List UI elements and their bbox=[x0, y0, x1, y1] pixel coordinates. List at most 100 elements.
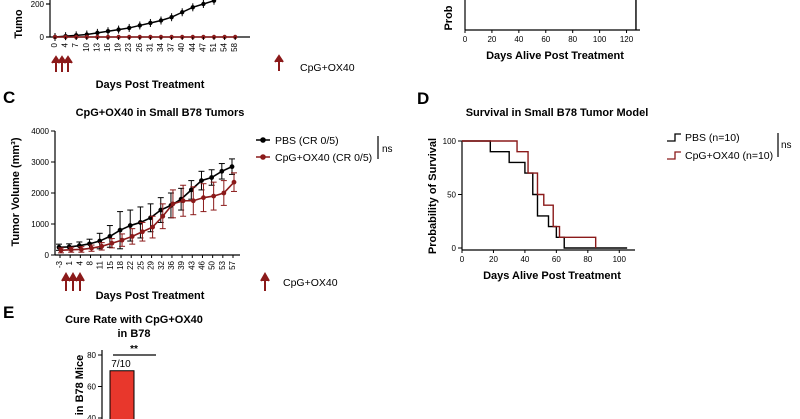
x-tick-label: 4 bbox=[61, 42, 70, 47]
x-tick-label: 4 bbox=[75, 260, 84, 265]
pbs-data-point bbox=[190, 5, 195, 10]
pbs-data-point bbox=[229, 164, 235, 170]
pbs-data-point bbox=[209, 175, 215, 180]
panel-c-plot bbox=[56, 158, 237, 254]
x-tick-label: 36 bbox=[167, 260, 176, 269]
panel-d-yticks: 0 50 100 bbox=[443, 137, 462, 253]
pbs-data-point bbox=[219, 168, 225, 174]
pbs-data-point bbox=[95, 30, 100, 36]
x-tick-label: 11 bbox=[96, 260, 105, 269]
x-tick-label: 0 bbox=[460, 255, 465, 264]
panel-e-yticks: 40 60 80 bbox=[87, 351, 102, 419]
legend-arrow-icon bbox=[260, 271, 270, 291]
panel-c-xlabel: Days Post Treatment bbox=[96, 290, 205, 302]
x-tick-label: 51 bbox=[209, 42, 218, 51]
panel-a-arrow-label: CpG+OX40 bbox=[300, 62, 355, 74]
cpg-data-point bbox=[160, 213, 166, 219]
y-tick-label: 80 bbox=[87, 351, 96, 360]
legend-line-cpg bbox=[667, 151, 681, 160]
treatment-arrow bbox=[63, 55, 73, 72]
panel-a-treatment-arrows bbox=[51, 55, 73, 72]
y-tick-label: 4000 bbox=[31, 127, 49, 136]
panel-c-ns-label: ns bbox=[382, 144, 393, 155]
x-tick-label: 26 bbox=[135, 42, 144, 51]
cpg-data-point bbox=[109, 240, 115, 246]
cpg-survival-curve bbox=[462, 140, 597, 248]
x-tick-label: 39 bbox=[177, 260, 186, 269]
panel-c-title: CpG+OX40 in Small B78 Tumors bbox=[76, 107, 245, 119]
y-tick-label: 60 bbox=[87, 383, 96, 392]
legend-label-pbs: PBS (CR 0/5) bbox=[275, 135, 339, 147]
panel-d-xlabel: Days Alive Post Treatment bbox=[483, 270, 621, 282]
x-tick-label: 60 bbox=[552, 255, 561, 264]
x-tick-label: 18 bbox=[116, 260, 125, 269]
panel-e-significance: ** bbox=[130, 344, 138, 355]
panel-d-letter: D bbox=[417, 89, 429, 108]
x-tick-label: 60 bbox=[541, 35, 550, 44]
cpg-data-point bbox=[170, 201, 176, 207]
panel-e-title-line2: in B78 bbox=[117, 328, 150, 340]
cpg-data-point bbox=[78, 247, 84, 252]
pbs-data-point bbox=[148, 20, 153, 26]
cpg-data-point bbox=[231, 179, 237, 185]
panel-e-bar-label: 7/10 bbox=[111, 359, 131, 370]
panel-e: E Cure Rate with CpG+OX40 in B78 in B78 … bbox=[3, 303, 203, 419]
y-tick-label: 100 bbox=[443, 137, 457, 146]
panel-e-plot bbox=[109, 370, 135, 419]
legend-line-pbs bbox=[667, 133, 681, 142]
panel-d-title: Survival in Small B78 Tumor Model bbox=[466, 107, 649, 119]
x-tick-label: 80 bbox=[583, 255, 592, 264]
x-tick-label: 47 bbox=[198, 42, 207, 51]
x-tick-label: 34 bbox=[156, 42, 165, 51]
x-tick-label: 29 bbox=[147, 260, 156, 269]
x-tick-label: 50 bbox=[208, 260, 217, 269]
legend-label-pbs: PBS (n=10) bbox=[685, 132, 740, 144]
x-tick-label: 16 bbox=[103, 42, 112, 51]
x-tick-label: 80 bbox=[568, 35, 577, 44]
x-tick-label: 20 bbox=[487, 35, 496, 44]
x-tick-label: 1 bbox=[65, 260, 74, 265]
cpg-data-point bbox=[221, 190, 227, 196]
y-tick-label: 0 bbox=[45, 251, 50, 260]
x-tick-label: 0 bbox=[463, 35, 468, 44]
x-tick-label: 0 bbox=[50, 42, 59, 47]
legend-arrow-icon bbox=[274, 54, 284, 71]
y-tick-label: 3000 bbox=[31, 158, 49, 167]
pbs-data-point bbox=[127, 223, 133, 228]
panel-d-legend: PBS (n=10) CpG+OX40 (n=10) ns bbox=[667, 132, 792, 162]
panel-c-treatment-arrows bbox=[61, 271, 85, 291]
panel-c: C CpG+OX40 in Small B78 Tumors Tumor Vol… bbox=[3, 88, 393, 302]
panel-a-xlabel: Days Post Treatment bbox=[96, 79, 205, 91]
x-tick-label: 57 bbox=[228, 260, 237, 269]
panel-b-xticks: 0 20 40 60 80 100 120 bbox=[463, 30, 634, 44]
legend-label-cpg: CpG+OX40 (CR 0/5) bbox=[275, 152, 372, 164]
y-tick-label: 2000 bbox=[31, 189, 49, 198]
x-tick-label: 32 bbox=[157, 260, 166, 269]
panel-c-legend: PBS (CR 0/5) CpG+OX40 (CR 0/5) ns bbox=[256, 135, 393, 164]
panel-c-xticks: -3 1 4 8 11 15 18 22 25 29 32 36 39 43 46 50 53 57 bbox=[55, 255, 237, 270]
pbs-data-point bbox=[137, 23, 142, 28]
cpg-data-point bbox=[68, 247, 74, 253]
panel-d-plot bbox=[462, 140, 628, 249]
pbs-data-point bbox=[158, 18, 164, 23]
y-tick-label: 0 bbox=[452, 244, 457, 253]
x-tick-label: 43 bbox=[187, 260, 196, 269]
legend-marker-cpg bbox=[260, 154, 266, 160]
treatment-arrow bbox=[57, 55, 67, 72]
pbs-data-point bbox=[169, 15, 174, 20]
panel-a-ylabel-partial: Tumo bbox=[13, 9, 25, 38]
x-tick-label: 44 bbox=[188, 42, 197, 51]
panel-a-xticks: 0 4 7 10 13 16 19 23 26 31 34 37 40 44 47 51 54 58 bbox=[50, 37, 239, 52]
cpg-data-point bbox=[150, 224, 155, 230]
panel-c-ylabel: Tumor Volume (mm³) bbox=[10, 137, 22, 246]
cpg-data-point bbox=[140, 229, 145, 235]
x-tick-label: 40 bbox=[520, 255, 529, 264]
x-tick-label: 20 bbox=[489, 255, 498, 264]
cpg-data-point bbox=[89, 245, 94, 251]
x-tick-label: 120 bbox=[620, 35, 634, 44]
pbs-data-point bbox=[105, 29, 111, 34]
pbs-data-point bbox=[199, 178, 204, 184]
legend-label-cpg: CpG+OX40 (n=10) bbox=[685, 150, 773, 162]
x-tick-label: -3 bbox=[55, 260, 64, 268]
